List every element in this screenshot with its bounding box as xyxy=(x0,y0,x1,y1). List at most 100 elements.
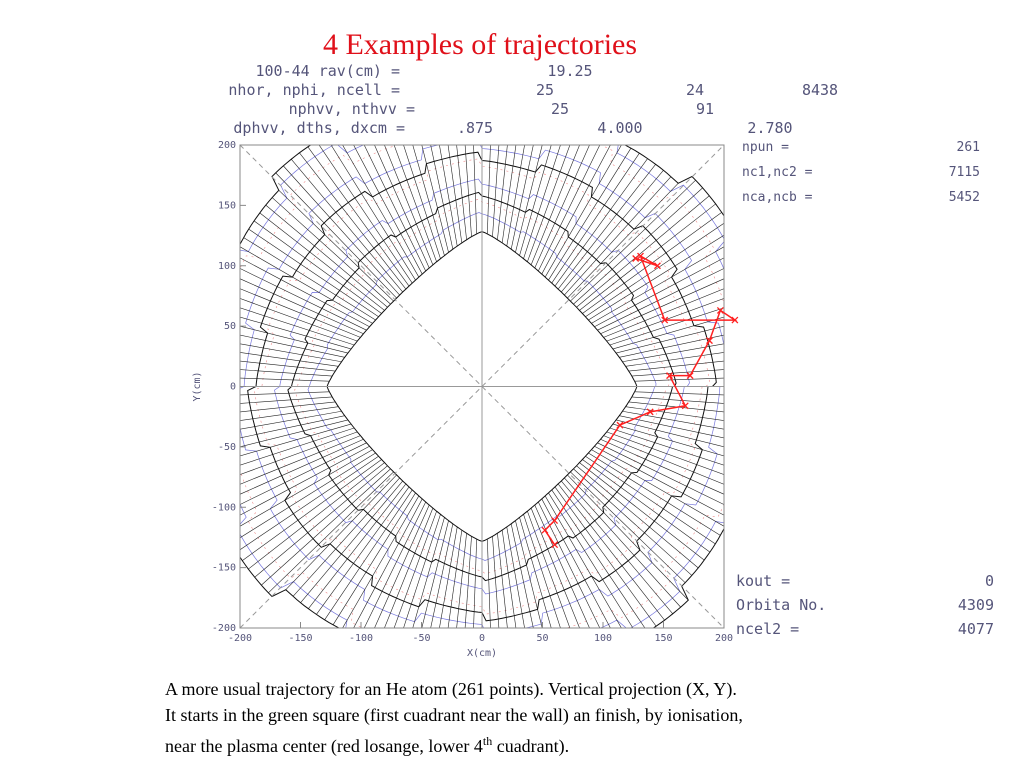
mesh-spoke xyxy=(403,514,441,628)
mesh-spoke xyxy=(515,145,543,253)
info-label: ncel2 = xyxy=(736,620,799,638)
info-value: 0 xyxy=(985,572,994,590)
mesh-spoke xyxy=(285,474,397,590)
mesh-spoke xyxy=(268,471,394,593)
mesh-spoke xyxy=(530,145,580,266)
mesh-spoke xyxy=(510,523,534,628)
mesh-spoke xyxy=(291,158,403,293)
x-axis-label: X(cm) xyxy=(467,648,497,659)
mesh-spoke xyxy=(318,145,413,284)
x-tick-label: 150 xyxy=(654,633,672,644)
y-tick-label: 50 xyxy=(224,321,236,332)
mesh-spoke xyxy=(600,278,724,335)
header-value: 8438 xyxy=(802,81,838,99)
mesh-spoke xyxy=(588,452,721,536)
mesh-spoke xyxy=(240,360,336,372)
header-value: 4.000 xyxy=(597,119,642,137)
x-tick-label: 50 xyxy=(536,633,548,644)
mesh-spoke xyxy=(612,316,724,350)
diagonal xyxy=(240,145,724,628)
mesh-spoke xyxy=(430,523,454,628)
trajectory-point xyxy=(637,252,644,260)
header-value: 91 xyxy=(696,100,714,118)
mesh-spoke xyxy=(240,257,370,327)
mesh-spoke xyxy=(456,533,467,628)
caption: A more usual trajectory for an He atom (… xyxy=(165,676,743,759)
mesh-spoke xyxy=(240,406,339,421)
mesh-spoke xyxy=(324,489,413,620)
mesh-spoke xyxy=(342,145,420,278)
x-tick-label: -50 xyxy=(412,633,430,644)
mesh-spoke xyxy=(464,536,472,628)
mesh-spoke xyxy=(597,442,724,505)
mesh-spoke xyxy=(622,343,724,363)
mesh-spoke xyxy=(253,220,382,314)
mesh-spoke xyxy=(240,438,364,495)
x-tick-label: 0 xyxy=(479,633,485,644)
y-tick-label: 200 xyxy=(218,140,236,151)
mesh-spoke xyxy=(548,148,632,281)
mesh-spoke xyxy=(570,180,696,302)
mesh-spoke xyxy=(585,456,716,545)
superscript: th xyxy=(482,734,493,748)
mesh-spoke xyxy=(240,288,361,338)
mesh-spoke xyxy=(240,298,358,342)
mesh-spoke xyxy=(240,446,370,516)
mesh-spoke xyxy=(591,246,724,324)
mesh-spoke xyxy=(240,369,333,377)
mesh-spoke xyxy=(544,495,622,628)
mesh-spoke xyxy=(492,145,500,237)
header-value: 2.780 xyxy=(747,119,792,137)
mesh-spoke xyxy=(619,415,724,439)
mesh-spoke xyxy=(538,501,601,628)
mesh-spoke xyxy=(567,183,679,299)
info-value: 4309 xyxy=(958,596,994,614)
mesh-spoke xyxy=(557,164,656,290)
info-label: nc1,nc2 = xyxy=(742,165,813,180)
mesh-spoke xyxy=(573,187,703,305)
y-tick-label: -100 xyxy=(212,502,236,513)
y-tick-label: 0 xyxy=(230,382,236,393)
mesh-spoke xyxy=(278,190,394,302)
mesh-spoke xyxy=(240,419,348,448)
mesh-spoke xyxy=(600,438,724,495)
mesh-spoke xyxy=(612,423,724,457)
info-value: 261 xyxy=(957,140,980,155)
mesh-spoke xyxy=(487,145,491,234)
mesh-spoke xyxy=(634,391,724,396)
caption-line: It starts in the green square (first cua… xyxy=(165,705,743,725)
trajectory-point xyxy=(731,316,739,324)
info-label: kout = xyxy=(736,572,790,590)
y-tick-label: -150 xyxy=(212,563,236,574)
mesh-spoke xyxy=(271,197,391,305)
caption-text: cuadrant). xyxy=(492,736,570,756)
mesh-spoke xyxy=(631,396,724,404)
mesh-spoke xyxy=(573,468,693,576)
y-axis-label: Y(cm) xyxy=(192,371,203,401)
header-value: .875 xyxy=(457,119,493,137)
mesh-spoke xyxy=(240,352,339,367)
mesh-spoke xyxy=(582,459,711,553)
mesh-spoke xyxy=(473,145,477,234)
x-tick-label: -100 xyxy=(349,633,373,644)
mesh-spoke xyxy=(523,145,561,259)
mesh-spoke xyxy=(534,504,590,628)
mesh-spoke xyxy=(576,195,710,308)
mesh-spoke xyxy=(530,507,580,628)
mesh-spoke xyxy=(567,474,689,601)
mesh-spoke xyxy=(557,483,665,621)
trajectory-point xyxy=(541,526,549,534)
mesh-spoke xyxy=(283,165,400,296)
mesh-spoke xyxy=(576,465,699,569)
mesh-spoke xyxy=(240,415,345,439)
trajectory-point xyxy=(646,408,654,416)
mesh-spoke xyxy=(603,435,724,485)
mesh-spoke xyxy=(579,203,716,311)
mesh-spoke xyxy=(447,145,463,243)
mesh-spoke xyxy=(421,145,449,253)
mesh-spoke xyxy=(240,452,376,539)
mesh-spoke xyxy=(619,334,724,358)
mesh-spoke xyxy=(242,459,382,561)
mesh-spoke xyxy=(570,471,686,583)
